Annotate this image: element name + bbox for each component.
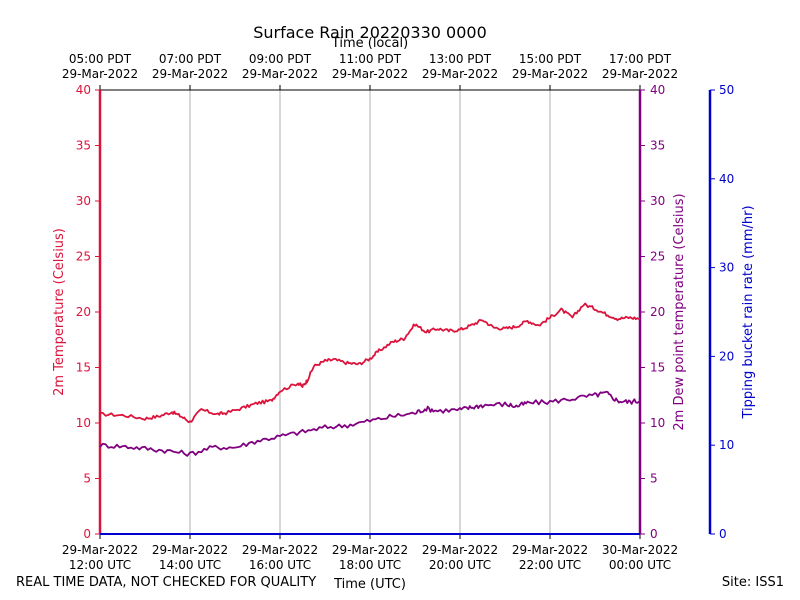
x-tick-label-date: 30-Mar-2022 <box>602 543 678 557</box>
dewpoint-tick-label: 30 <box>650 194 665 208</box>
top-tick-label-time: 17:00 PDT <box>609 52 672 66</box>
temperature-tick-label: 35 <box>76 139 91 153</box>
dewpoint-tick-label: 10 <box>650 416 665 430</box>
top-axis-label: Time (local) <box>331 36 408 51</box>
top-tick-label-date: 29-Mar-2022 <box>512 67 588 81</box>
temperature-tick-label: 10 <box>76 416 91 430</box>
dewpoint-series-line <box>99 390 641 457</box>
temperature-tick-label: 30 <box>76 194 91 208</box>
top-tick-label-time: 05:00 PDT <box>69 52 132 66</box>
dewpoint-tick-label: 20 <box>650 305 665 319</box>
top-tick-label-time: 13:00 PDT <box>429 52 492 66</box>
x-tick-label-time: 16:00 UTC <box>249 558 311 572</box>
y-axis-label-right: 2m Dew point temperature (Celsius) <box>672 193 687 430</box>
x-tick-label-date: 29-Mar-2022 <box>152 543 228 557</box>
dewpoint-tick-label: 0 <box>650 527 658 541</box>
x-tick-label-time: 14:00 UTC <box>159 558 221 572</box>
rain-tick-label: 20 <box>719 349 734 363</box>
temperature-tick-label: 20 <box>76 305 91 319</box>
x-tick-label-time: 12:00 UTC <box>69 558 131 572</box>
x-axis-label: Time (UTC) <box>333 577 406 592</box>
temperature-tick-label: 15 <box>76 361 91 375</box>
dewpoint-tick-label: 15 <box>650 361 665 375</box>
rain-tick-label: 40 <box>719 172 734 186</box>
x-tick-label-date: 29-Mar-2022 <box>62 543 138 557</box>
temperature-tick-label: 25 <box>76 250 91 264</box>
top-tick-label-date: 29-Mar-2022 <box>422 67 498 81</box>
chart-title: Surface Rain 20220330 0000 <box>253 23 487 42</box>
top-tick-label-date: 29-Mar-2022 <box>62 67 138 81</box>
rain-axis-label: Tipping bucket rain rate (mm/hr) <box>741 205 756 419</box>
x-tick-label-time: 00:00 UTC <box>609 558 671 572</box>
rain-tick-label: 50 <box>719 83 734 97</box>
temperature-series-line <box>99 302 641 424</box>
y-axis-label-left: 2m Temperature (Celsius) <box>52 228 67 396</box>
x-tick-label-time: 22:00 UTC <box>519 558 581 572</box>
dewpoint-tick-label: 40 <box>650 83 665 97</box>
top-tick-label-date: 29-Mar-2022 <box>332 67 408 81</box>
top-tick-label-date: 29-Mar-2022 <box>602 67 678 81</box>
temperature-tick-label: 40 <box>76 83 91 97</box>
site-label: Site: ISS1 <box>721 575 784 590</box>
dewpoint-tick-label: 5 <box>650 472 658 486</box>
x-tick-label-date: 29-Mar-2022 <box>512 543 588 557</box>
top-tick-label-time: 15:00 PDT <box>519 52 582 66</box>
temperature-tick-label: 0 <box>83 527 91 541</box>
top-tick-label-time: 07:00 PDT <box>159 52 222 66</box>
top-tick-label-time: 09:00 PDT <box>249 52 312 66</box>
x-tick-label-time: 20:00 UTC <box>429 558 491 572</box>
x-tick-label-time: 18:00 UTC <box>339 558 401 572</box>
x-tick-label-date: 29-Mar-2022 <box>332 543 408 557</box>
rain-tick-label: 0 <box>719 527 727 541</box>
rain-tick-label: 30 <box>719 261 734 275</box>
temperature-tick-label: 5 <box>83 472 91 486</box>
x-tick-label-date: 29-Mar-2022 <box>242 543 318 557</box>
dewpoint-tick-label: 25 <box>650 250 665 264</box>
quality-notice: REAL TIME DATA, NOT CHECKED FOR QUALITY <box>16 575 317 590</box>
top-tick-label-date: 29-Mar-2022 <box>242 67 318 81</box>
x-tick-label-date: 29-Mar-2022 <box>422 543 498 557</box>
rain-tick-label: 10 <box>719 438 734 452</box>
top-tick-label-date: 29-Mar-2022 <box>152 67 228 81</box>
top-tick-label-time: 11:00 PDT <box>339 52 402 66</box>
dewpoint-tick-label: 35 <box>650 139 665 153</box>
